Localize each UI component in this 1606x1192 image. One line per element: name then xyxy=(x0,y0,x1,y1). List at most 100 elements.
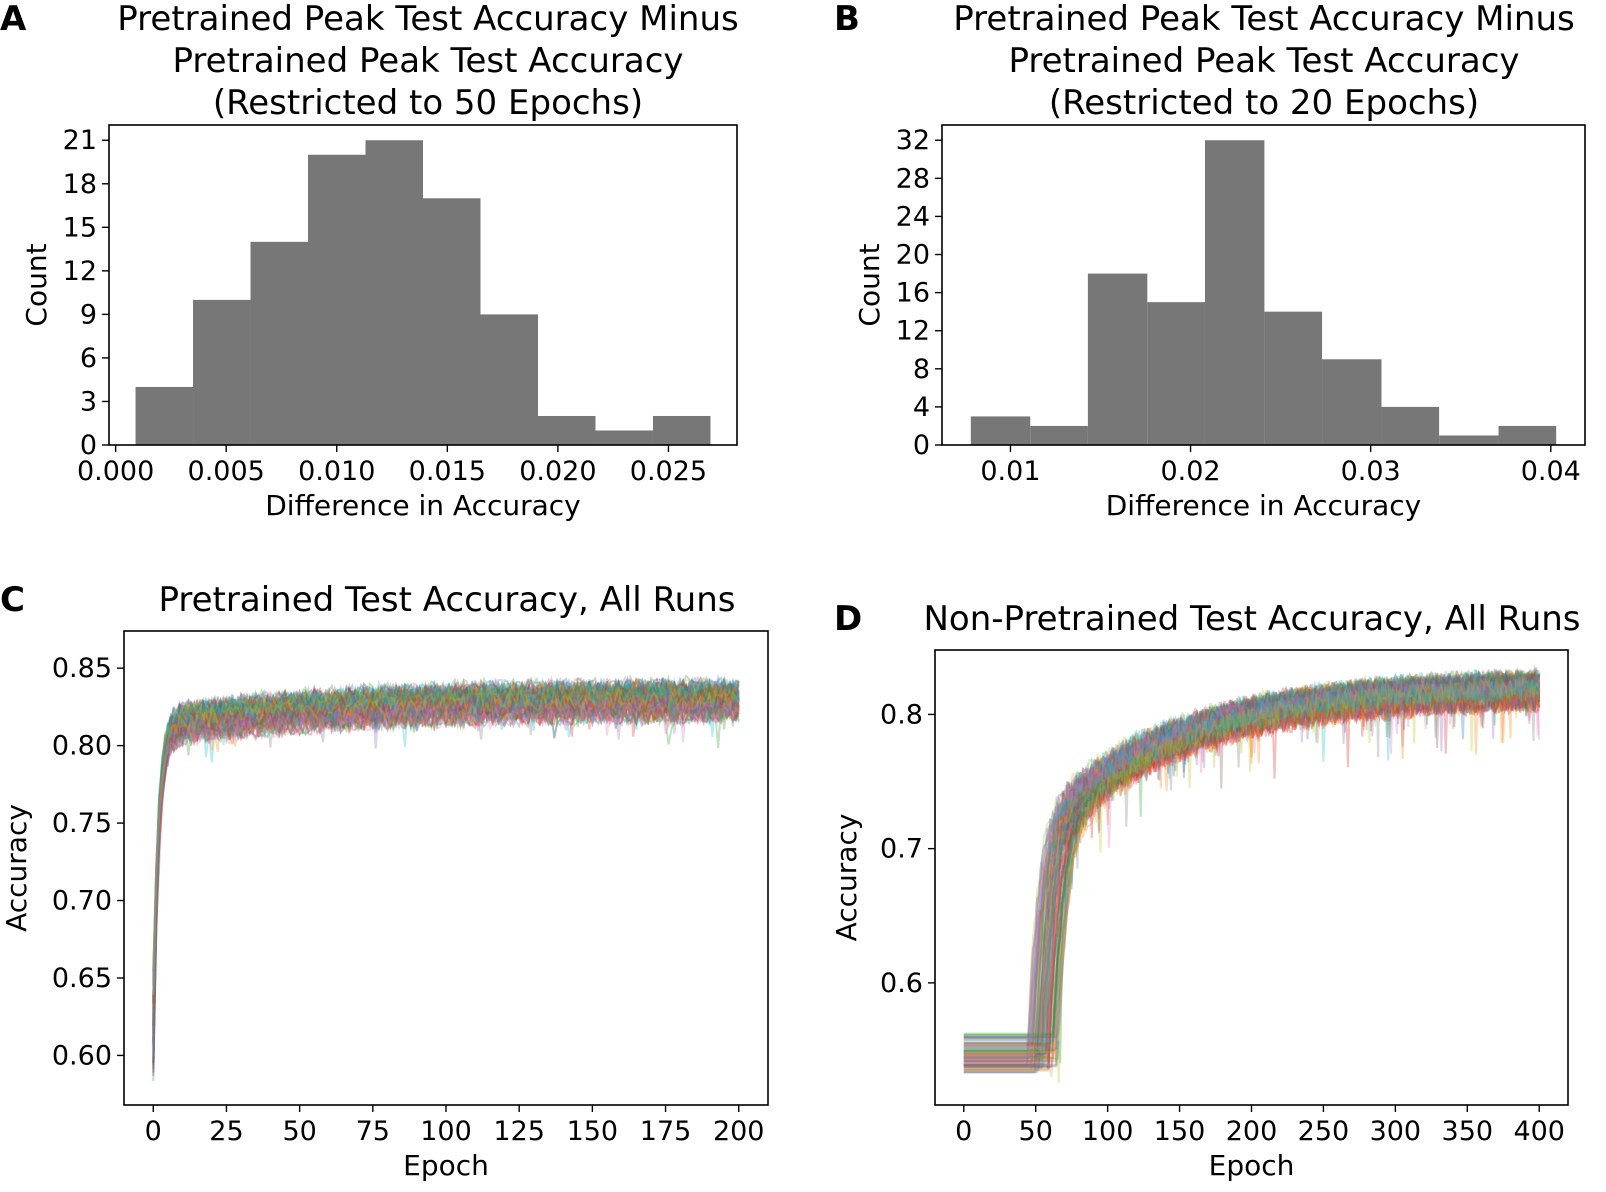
run-line xyxy=(152,685,740,1033)
run-line xyxy=(963,685,1541,1045)
y-tick-label: 8 xyxy=(913,354,930,385)
run-line xyxy=(963,688,1541,1048)
run-line xyxy=(152,685,740,979)
run-line xyxy=(152,680,740,1066)
run-line xyxy=(152,674,740,972)
run-line xyxy=(963,683,1541,1060)
panel-a: A Pretrained Peak Test Accuracy MinusPret… xyxy=(0,0,739,522)
run-line xyxy=(152,701,740,993)
run-line xyxy=(152,678,740,971)
panel-b: B Pretrained Peak Test Accuracy MinusPret… xyxy=(834,0,1586,522)
run-line xyxy=(152,688,739,1001)
run-line xyxy=(963,670,1541,1058)
y-tick-label: 0.70 xyxy=(52,886,112,917)
run-line xyxy=(963,675,1540,1048)
run-line xyxy=(152,689,740,1073)
x-tick-label: 0.020 xyxy=(519,456,596,487)
run-line xyxy=(963,670,1541,1035)
run-line xyxy=(152,680,739,1015)
run-line xyxy=(152,676,740,967)
y-tick-label: 16 xyxy=(896,278,930,309)
run-line xyxy=(152,688,740,997)
run-line xyxy=(963,679,1540,1038)
run-line xyxy=(963,679,1540,1052)
histogram-bar xyxy=(970,416,1031,445)
run-line xyxy=(152,691,740,1018)
run-line xyxy=(152,701,740,1041)
run-line xyxy=(152,677,740,1051)
histogram-bar xyxy=(1087,273,1148,445)
run-line xyxy=(152,683,740,1002)
y-tick-label: 28 xyxy=(896,163,930,194)
y-tick-label: 18 xyxy=(63,169,97,200)
run-line xyxy=(152,694,740,1064)
x-tick-label: 200 xyxy=(1226,1116,1278,1147)
y-axis-label: Accuracy xyxy=(830,814,863,942)
histogram-bar xyxy=(1381,406,1440,445)
run-line xyxy=(963,683,1541,1053)
x-tick-label: 25 xyxy=(209,1116,243,1147)
run-line xyxy=(152,698,740,1032)
run-line xyxy=(152,686,740,1026)
y-tick-label: 12 xyxy=(896,316,930,347)
run-line xyxy=(152,690,740,1027)
histogram-bar xyxy=(480,314,538,445)
run-line xyxy=(152,688,740,1044)
run-line xyxy=(152,689,740,1004)
x-tick-label: 100 xyxy=(420,1116,472,1147)
run-line xyxy=(152,679,740,1054)
run-line xyxy=(152,683,740,1031)
run-line xyxy=(152,689,740,1007)
run-line xyxy=(152,696,740,1069)
x-tick-label: 0.04 xyxy=(1521,456,1581,487)
run-line xyxy=(152,679,740,1011)
x-tick-label: 300 xyxy=(1370,1116,1422,1147)
run-line xyxy=(152,686,740,1004)
run-line xyxy=(152,683,740,1021)
run-line xyxy=(152,693,740,1028)
run-line xyxy=(963,673,1541,1039)
x-tick-label: 250 xyxy=(1298,1116,1350,1147)
run-line xyxy=(152,686,740,986)
run-line xyxy=(152,700,740,1043)
run-line xyxy=(152,678,740,998)
run-line xyxy=(963,672,1541,1074)
run-line xyxy=(152,686,740,1068)
run-line xyxy=(963,670,1541,1068)
x-tick-label: 400 xyxy=(1513,1116,1565,1147)
y-tick-label: 0.80 xyxy=(52,731,112,762)
y-tick-label: 0.7 xyxy=(880,834,923,865)
run-line xyxy=(963,684,1540,1052)
histogram-bar xyxy=(1030,425,1088,445)
run-line xyxy=(963,682,1540,1045)
run-line xyxy=(152,700,740,1016)
chart-title-line: (Restricted to 50 Epochs) xyxy=(213,83,643,123)
run-line xyxy=(152,684,740,1035)
panel-letter: B xyxy=(834,0,860,39)
run-line xyxy=(963,690,1541,1061)
run-line xyxy=(963,692,1540,1070)
run-line xyxy=(152,695,740,1025)
run-line xyxy=(963,667,1540,1071)
y-tick-label: 32 xyxy=(896,125,930,156)
x-tick-label: 50 xyxy=(282,1116,316,1147)
run-line xyxy=(963,681,1541,1059)
axes-frame xyxy=(941,124,1586,446)
panel-d: D Non-Pretrained Test Accuracy, All Runs 0… xyxy=(830,599,1581,1182)
run-line xyxy=(963,670,1541,1067)
run-line xyxy=(152,693,740,984)
run-line xyxy=(963,688,1541,1065)
run-line xyxy=(152,678,740,998)
histogram-bar xyxy=(1147,302,1205,445)
run-line xyxy=(152,694,740,1073)
plot-area xyxy=(152,673,740,1082)
y-tick-label: 0.8 xyxy=(880,699,923,730)
y-tick-label: 21 xyxy=(63,125,97,156)
plot-area xyxy=(963,664,1541,1084)
x-axis-label: Epoch xyxy=(403,1149,489,1182)
run-line xyxy=(963,677,1541,1069)
run-line xyxy=(152,679,740,1025)
run-line xyxy=(963,670,1541,1050)
run-line xyxy=(963,674,1541,1070)
y-axis-label: Accuracy xyxy=(0,804,33,932)
